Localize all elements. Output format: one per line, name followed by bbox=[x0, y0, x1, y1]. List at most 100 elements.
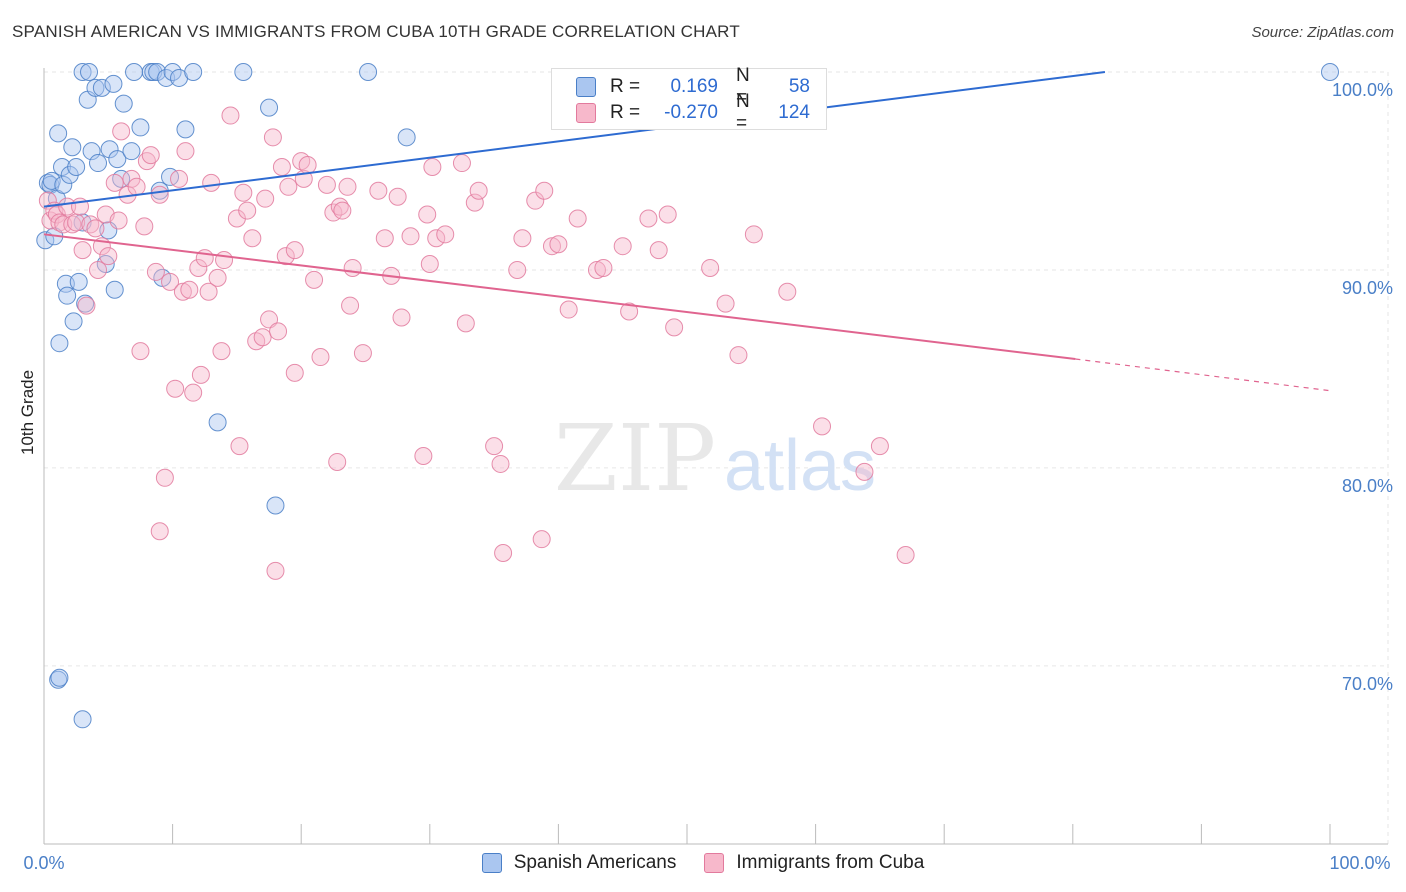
cuba-immigrant-point bbox=[155, 468, 174, 487]
spanish-american-point bbox=[50, 334, 69, 353]
cuba-immigrant-point bbox=[317, 175, 336, 194]
cuba-immigrant-point bbox=[508, 260, 527, 279]
cuba-immigrant-point bbox=[485, 437, 504, 456]
swatch-blue bbox=[576, 77, 596, 97]
legend-item-spanish-americans[interactable]: Spanish Americans bbox=[481, 852, 677, 874]
cuba-immigrant-point bbox=[388, 187, 407, 206]
spanish-american-point bbox=[63, 138, 82, 157]
cuba-immigrant-point bbox=[272, 158, 291, 177]
cuba-immigrant-point bbox=[73, 241, 92, 260]
cuba-immigrant-point bbox=[208, 268, 227, 287]
spanish-american-point bbox=[42, 171, 61, 190]
trend-lines bbox=[43, 71, 1331, 392]
spanish-american-point bbox=[266, 496, 285, 515]
cuba-immigrant-point bbox=[587, 260, 606, 279]
y-tick-label: 80.0% bbox=[1342, 476, 1393, 496]
cuba-immigrant-point bbox=[535, 181, 554, 200]
spanish-american-point bbox=[125, 63, 144, 81]
swatch-pink bbox=[576, 103, 596, 123]
spanish-american-point bbox=[234, 63, 253, 81]
cuba-immigrant-point bbox=[375, 229, 394, 248]
spanish-american-point bbox=[208, 413, 227, 432]
cuba-immigrant-point bbox=[559, 300, 578, 319]
n-value: 124 bbox=[778, 102, 810, 123]
cuba-immigrant-point bbox=[127, 177, 146, 196]
spanish-american-point bbox=[92, 78, 111, 97]
spanish-american-point bbox=[184, 63, 203, 81]
cuba-immigrant-point bbox=[279, 177, 298, 196]
cuba-immigrant-point bbox=[269, 322, 288, 341]
cuba-immigrant-point bbox=[285, 241, 304, 260]
stats-row-spanish-americans: R = 0.169 N = 58 bbox=[576, 65, 810, 108]
cuba-immigrant-point bbox=[146, 262, 165, 281]
spanish-american-point bbox=[49, 124, 68, 143]
cuba-immigrant-point bbox=[418, 205, 437, 224]
cuba-immigrant-point bbox=[234, 183, 253, 202]
n-value: 58 bbox=[788, 76, 810, 97]
n-label: N = bbox=[736, 91, 750, 134]
spanish-american-point bbox=[73, 63, 92, 81]
source-label: Source: ZipAtlas.com bbox=[1251, 24, 1394, 41]
cuba-immigrant-point bbox=[135, 217, 154, 236]
cuba-immigrant-point bbox=[99, 247, 118, 266]
spanish-american-point bbox=[86, 78, 105, 97]
cuba-immigrant-point bbox=[549, 235, 568, 254]
spanish-american-point bbox=[54, 175, 73, 194]
r-value: 0.169 bbox=[670, 76, 718, 97]
chart-title: SPANISH AMERICAN VS IMMIGRANTS FROM CUBA… bbox=[12, 22, 740, 41]
cuba-immigrant-point bbox=[305, 270, 324, 289]
spanish-american-point bbox=[89, 154, 108, 173]
watermark-atlas: atlas bbox=[724, 426, 876, 506]
cuba-immigrant-point bbox=[161, 272, 180, 291]
spanish-american-point bbox=[100, 140, 119, 159]
cuba-immigrant-point bbox=[184, 383, 203, 402]
spanish-american-point bbox=[108, 150, 127, 169]
cuba-immigrant-point bbox=[230, 437, 249, 456]
cuba-immigrant-point bbox=[414, 447, 433, 466]
cuba-immigrant-point bbox=[170, 169, 189, 188]
cuba-immigrant-point bbox=[173, 282, 192, 301]
spanish-american-point bbox=[36, 231, 55, 250]
legend-label: Spanish Americans bbox=[513, 852, 677, 873]
cuba-immigrant-point bbox=[328, 452, 347, 471]
y-tick-label: 90.0% bbox=[1342, 278, 1393, 298]
spanish-american-point bbox=[397, 128, 416, 147]
cuba-immigrant-point bbox=[568, 209, 587, 228]
cuba-immigrant-point bbox=[369, 181, 388, 200]
cuba-immigrant-point bbox=[276, 247, 295, 266]
cuba-immigrant-point bbox=[150, 185, 169, 204]
cuba-immigrant-point bbox=[658, 205, 677, 224]
cuba-immigrant-point bbox=[256, 189, 275, 208]
cuba-immigrant-point bbox=[176, 142, 195, 161]
cuba-immigrant-point bbox=[716, 294, 735, 313]
cuba-immigrant-point bbox=[199, 282, 218, 301]
legend-item-immigrants-from-cuba[interactable]: Immigrants from Cuba bbox=[704, 852, 924, 874]
stats-legend: R = 0.169 N = 58 R = -0.270 N = 124 bbox=[551, 65, 827, 134]
cuba-immigrant-point bbox=[238, 201, 257, 220]
cuba-immigrant-point bbox=[420, 255, 439, 274]
cuba-immigrant-point bbox=[494, 544, 513, 563]
cuba-immigrant-point bbox=[353, 344, 372, 363]
spanish-american-point bbox=[359, 63, 378, 81]
cuba-immigrant-point bbox=[166, 379, 185, 398]
cuba-immigrant-point bbox=[870, 437, 889, 456]
cuba-immigrant-point bbox=[311, 348, 330, 367]
x-tick-label-min: 0.0% bbox=[23, 853, 64, 873]
trend-line-spanish-americans bbox=[43, 71, 1106, 208]
cuba-immigrant-point bbox=[285, 363, 304, 382]
cuba-immigrant-point bbox=[86, 219, 105, 238]
spanish-american-point bbox=[50, 668, 69, 687]
cuba-immigrant-point bbox=[729, 346, 748, 365]
cuba-immigrant-point bbox=[189, 258, 208, 277]
spanish-american-point bbox=[260, 98, 279, 117]
cuba-immigrant-point bbox=[112, 122, 131, 141]
watermark-zip: ZIP bbox=[554, 405, 716, 512]
cuba-immigrant-point bbox=[613, 237, 632, 256]
cuba-immigrant-point bbox=[542, 237, 561, 256]
cuba-immigrant-point bbox=[813, 417, 832, 436]
spanish-american-point bbox=[131, 118, 150, 137]
cuba-immigrant-point bbox=[343, 258, 362, 277]
cuba-immigrant-point bbox=[513, 229, 532, 248]
cuba-immigrant-point bbox=[333, 201, 352, 220]
cuba-immigrant-point bbox=[701, 258, 720, 277]
